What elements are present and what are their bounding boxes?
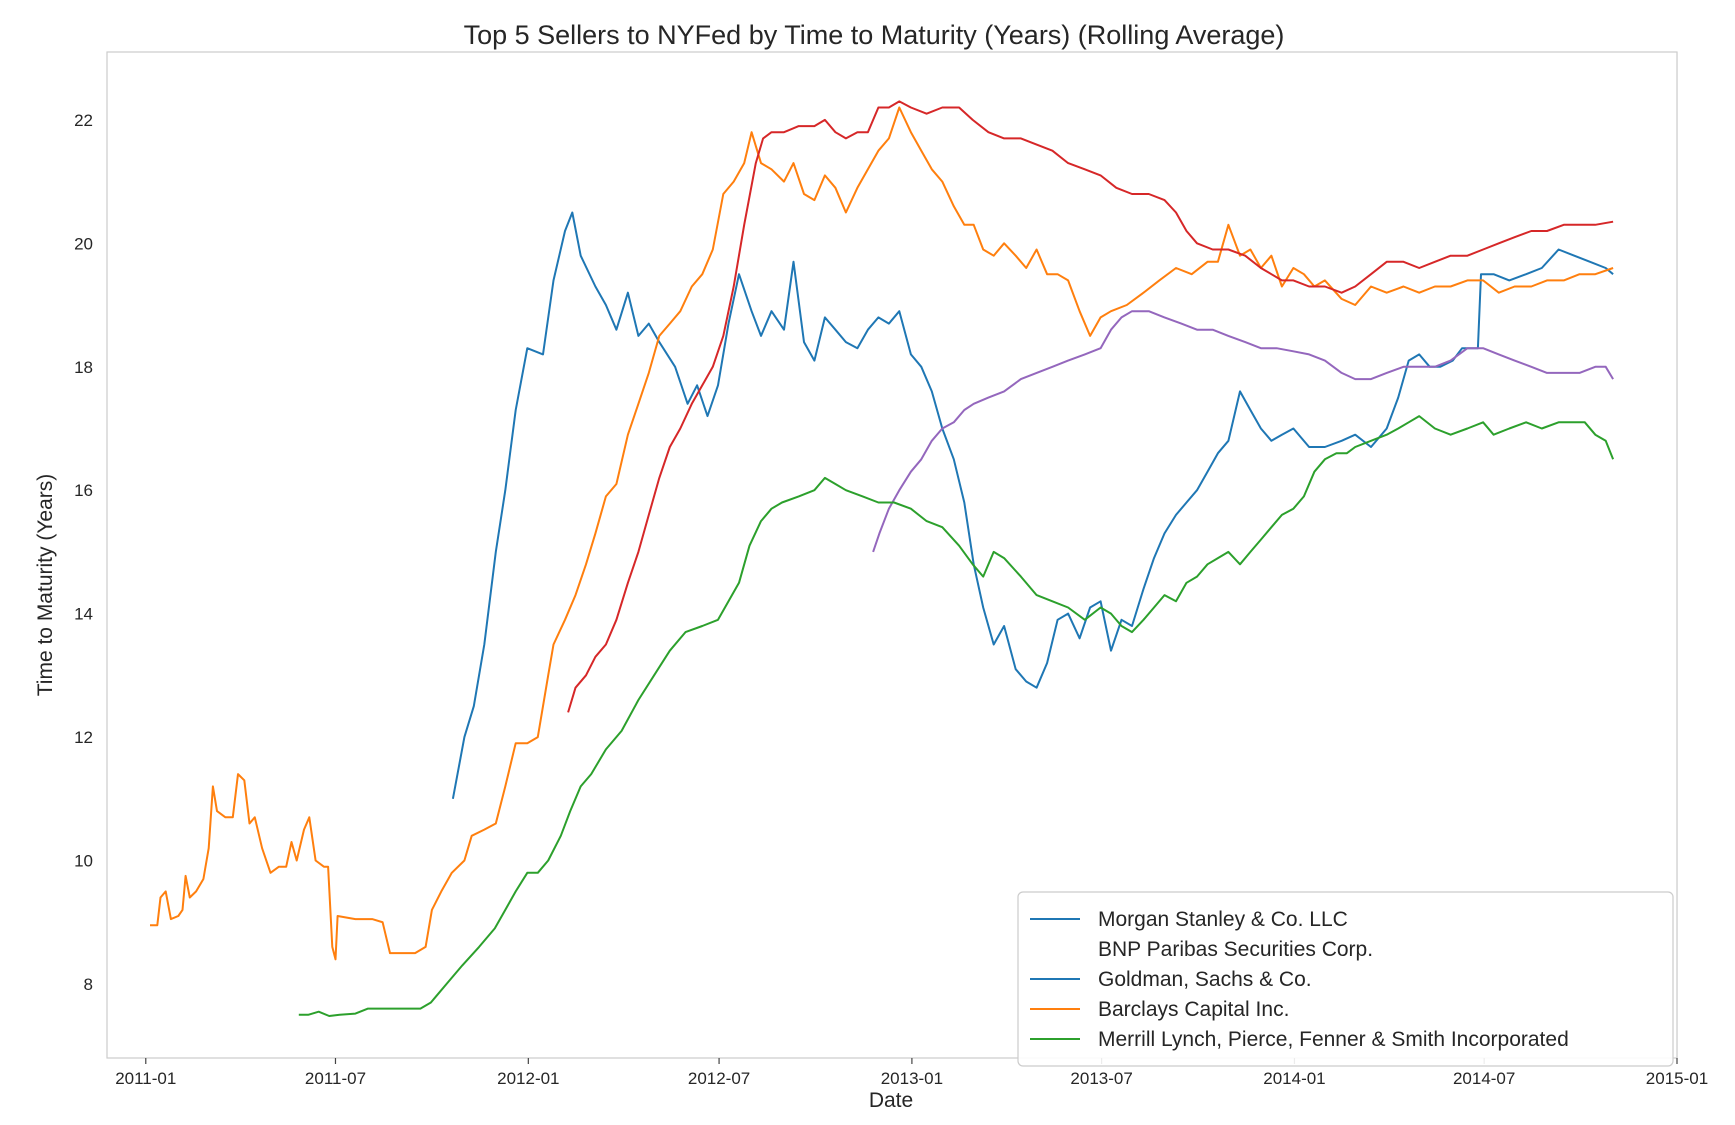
y-axis-label: Time to Maturity (Years): [34, 474, 57, 697]
x-tick-label: 2015-01: [1646, 1069, 1708, 1088]
x-tick-label: 2011-07: [305, 1069, 366, 1088]
x-tick-label: 2014-01: [1263, 1069, 1325, 1088]
x-tick-label: 2011-01: [115, 1069, 176, 1088]
series-line-4: [872, 310, 1614, 553]
chart-series-lines: [150, 100, 1615, 1017]
x-tick-label: 2013-01: [881, 1069, 943, 1088]
legend-label: Barclays Capital Inc.: [1098, 998, 1289, 1021]
x-tick-label: 2012-01: [497, 1069, 559, 1088]
chart-axes: [106, 51, 1678, 1064]
y-tick-label: 8: [84, 975, 93, 994]
x-tick-label: 2012-07: [688, 1069, 750, 1088]
y-tick-label: 16: [74, 481, 93, 500]
x-axis-label: Date: [869, 1089, 913, 1112]
legend-label: Goldman, Sachs & Co.: [1098, 968, 1312, 991]
legend-label: Merrill Lynch, Pierce, Fenner & Smith In…: [1098, 1028, 1569, 1051]
legend-label: Morgan Stanley & Co. LLC: [1098, 908, 1348, 931]
series-line-2: [150, 106, 1614, 961]
legend-box: [1017, 891, 1674, 1067]
y-tick-label: 12: [74, 728, 93, 747]
y-tick-label: 18: [74, 358, 93, 377]
plot-area: [106, 51, 1678, 1059]
y-tick-label: 22: [74, 111, 93, 130]
x-tick-label: 2013-07: [1070, 1069, 1132, 1088]
chart-legend: Morgan Stanley & Co. LLC BNP Paribas Secu…: [1017, 891, 1674, 1067]
x-tick-label: 2014-07: [1453, 1069, 1515, 1088]
series-line-1: [451, 211, 1614, 799]
y-tick-label: 20: [74, 234, 93, 253]
chart-tick-labels: 8 10 12 14 16 18 20 22 2011-01 2011-07 2012-01 2012…: [74, 111, 1708, 1088]
series-line-3: [567, 100, 1614, 713]
y-tick-label: 14: [74, 605, 93, 624]
y-tick-label: 10: [74, 852, 93, 871]
legend-label: BNP Paribas Securities Corp.: [1098, 938, 1373, 961]
chart-title: Top 5 Sellers to NYFed by Time to Maturi…: [464, 20, 1285, 50]
series-line-5: [298, 415, 1615, 1017]
